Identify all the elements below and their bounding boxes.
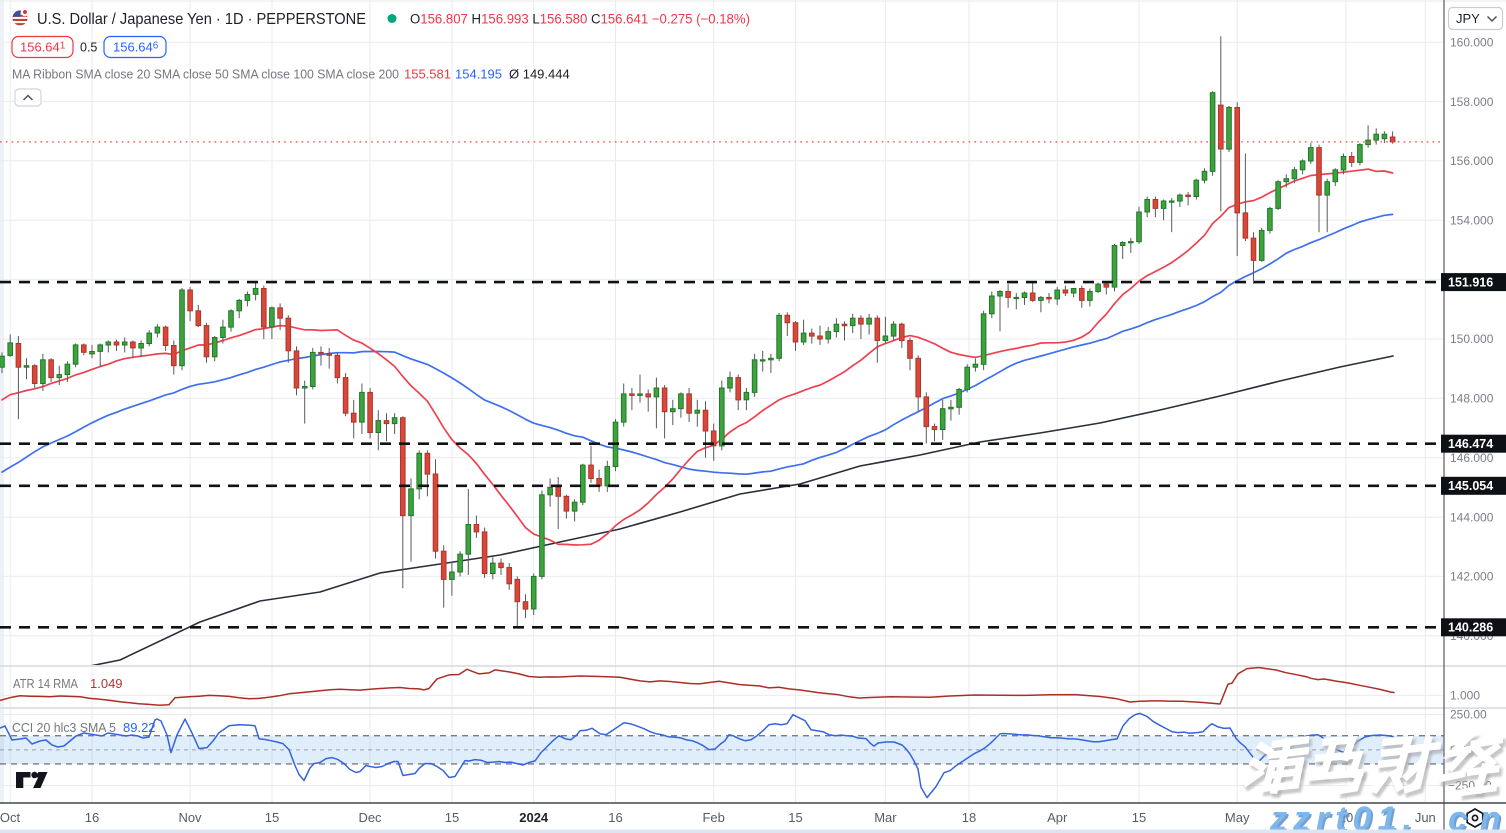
svg-text:Dec: Dec bbox=[358, 810, 382, 825]
svg-text:Jun: Jun bbox=[1415, 810, 1436, 825]
svg-text:142.000: 142.000 bbox=[1450, 570, 1494, 584]
svg-text:Ø 149.444: Ø 149.444 bbox=[509, 67, 570, 82]
svg-text:140.286: 140.286 bbox=[1448, 621, 1493, 635]
svg-text:16: 16 bbox=[85, 810, 99, 825]
svg-text:150.000: 150.000 bbox=[1450, 332, 1494, 346]
svg-text:2024: 2024 bbox=[519, 810, 549, 825]
svg-text:89.22: 89.22 bbox=[123, 720, 156, 735]
svg-text:158.000: 158.000 bbox=[1450, 95, 1494, 109]
svg-text:250.00: 250.00 bbox=[1450, 708, 1487, 722]
svg-text:May: May bbox=[1225, 810, 1250, 825]
svg-text:155.581: 155.581 bbox=[404, 67, 451, 82]
svg-text:148.000: 148.000 bbox=[1450, 392, 1494, 406]
svg-text:JPY: JPY bbox=[1456, 11, 1480, 26]
svg-text:156.646: 156.646 bbox=[113, 40, 159, 55]
svg-text:cn: cn bbox=[1448, 800, 1506, 833]
svg-text:Feb: Feb bbox=[702, 810, 724, 825]
svg-text:15: 15 bbox=[788, 810, 802, 825]
svg-text:1.000: 1.000 bbox=[1450, 689, 1480, 703]
svg-text:146.000: 146.000 bbox=[1450, 451, 1494, 465]
svg-text:Mar: Mar bbox=[874, 810, 897, 825]
svg-text:1.049: 1.049 bbox=[90, 676, 123, 691]
svg-text:15: 15 bbox=[265, 810, 279, 825]
svg-text:Oct: Oct bbox=[0, 810, 20, 825]
svg-text:156.641: 156.641 bbox=[20, 40, 66, 55]
svg-text:145.054: 145.054 bbox=[1448, 479, 1493, 493]
svg-text:144.000: 144.000 bbox=[1450, 510, 1494, 524]
svg-text:20: 20 bbox=[1339, 810, 1353, 825]
svg-text:0.5: 0.5 bbox=[80, 41, 97, 55]
svg-text:160.000: 160.000 bbox=[1450, 35, 1494, 49]
svg-text:146.474: 146.474 bbox=[1448, 437, 1493, 451]
svg-text:cn: cn bbox=[1450, 802, 1506, 833]
svg-text:151.916: 151.916 bbox=[1448, 276, 1493, 290]
svg-text:zzrt01.: zzrt01. bbox=[1271, 802, 1420, 833]
svg-text:zzrt01.: zzrt01. bbox=[1269, 800, 1418, 833]
svg-text:15: 15 bbox=[1132, 810, 1146, 825]
svg-text:CCI 20 hlc3 SMA 5: CCI 20 hlc3 SMA 5 bbox=[12, 720, 116, 735]
svg-text:Nov: Nov bbox=[178, 810, 202, 825]
svg-text:U.S. Dollar / Japanese Yen · 1: U.S. Dollar / Japanese Yen · 1D · PEPPER… bbox=[37, 11, 366, 28]
svg-text:ATR 14 RMA: ATR 14 RMA bbox=[13, 676, 78, 691]
svg-text:O156.807 H156.993 L156.580 C15: O156.807 H156.993 L156.580 C156.641 −0.2… bbox=[410, 12, 750, 27]
svg-text:MA Ribbon SMA close 20 SMA clo: MA Ribbon SMA close 20 SMA close 50 SMA … bbox=[12, 67, 399, 82]
svg-text:156.000: 156.000 bbox=[1450, 154, 1494, 168]
svg-text:154.195: 154.195 bbox=[455, 67, 502, 82]
svg-text:154.000: 154.000 bbox=[1450, 214, 1494, 228]
svg-text:15: 15 bbox=[445, 810, 459, 825]
svg-text:16: 16 bbox=[608, 810, 622, 825]
svg-text:Apr: Apr bbox=[1047, 810, 1068, 825]
svg-text:18: 18 bbox=[962, 810, 976, 825]
